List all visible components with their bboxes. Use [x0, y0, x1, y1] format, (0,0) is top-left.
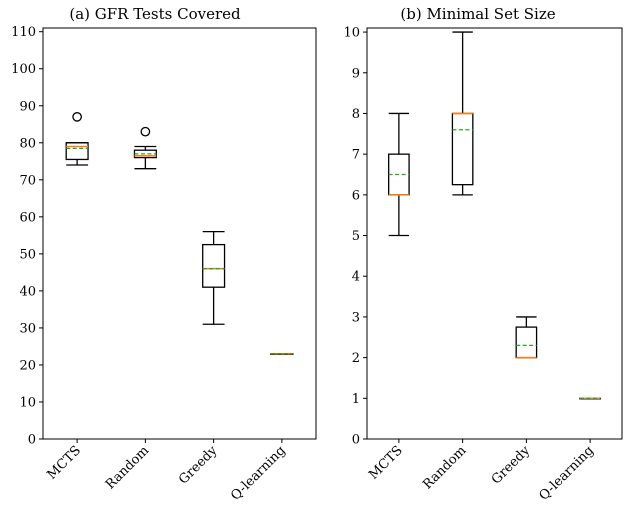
y-tick-label: 1 — [352, 392, 360, 407]
x-tick-label: Q-learning — [228, 443, 289, 504]
y-tick-label: 100 — [11, 62, 36, 77]
x-tick-label: Q-learning — [536, 443, 597, 504]
y-tick-label: 60 — [19, 210, 36, 225]
y-tick-label: 7 — [352, 148, 360, 163]
y-tick-label: 80 — [19, 136, 36, 151]
x-tick-label: MCTS — [44, 443, 83, 482]
outlier-point — [72, 112, 82, 122]
x-tick-label: Random — [103, 443, 152, 492]
box-body — [202, 243, 226, 288]
y-tick-label: 3 — [352, 310, 360, 325]
outlier-point — [140, 126, 151, 137]
plot-frame — [42, 27, 317, 440]
plot-frame — [366, 27, 623, 440]
chart-title: (a) GFR Tests Covered — [69, 5, 241, 23]
y-tick-label: 70 — [19, 173, 36, 188]
y-tick-label: 110 — [11, 25, 36, 40]
y-tick-label: 90 — [19, 99, 36, 114]
y-tick-label: 0 — [28, 433, 36, 448]
y-tick-label: 30 — [19, 321, 36, 336]
box-body — [515, 326, 538, 359]
x-tick-label: Greedy — [489, 443, 534, 488]
box-body — [451, 112, 474, 186]
x-tick-label: MCTS — [366, 443, 405, 482]
box-qlearning — [270, 353, 294, 355]
x-tick-label: Random — [420, 443, 469, 492]
y-tick-label: 10 — [19, 395, 36, 410]
y-tick-label: 6 — [352, 188, 360, 203]
box-body — [65, 142, 89, 161]
y-tick-label: 8 — [352, 107, 360, 122]
panel-gfr-tests-covered: (a) GFR Tests Covered 0 10 20 30 40 50 60 70 80 9… — [11, 5, 317, 504]
y-tick-label: 50 — [19, 247, 36, 262]
box-random — [451, 31, 474, 196]
y-tick-label: 9 — [352, 66, 360, 81]
y-tick-label: 20 — [19, 358, 36, 373]
box-mcts — [65, 112, 89, 166]
y-tick-label: 10 — [343, 26, 360, 41]
x-tick-label: Greedy — [176, 443, 221, 488]
chart-title: (b) Minimal Set Size — [400, 5, 555, 23]
box-greedy — [202, 230, 226, 325]
box-random — [133, 126, 157, 170]
y-tick-label: 0 — [352, 433, 360, 448]
y-tick-label: 5 — [352, 229, 360, 244]
y-tick-label: 2 — [352, 351, 360, 366]
panel-minimal-set-size: (b) Minimal Set Size 0 1 2 3 4 5 6 7 8 9 10 MCTS Ran… — [343, 5, 623, 504]
box-qlearning — [579, 397, 601, 400]
y-tick-label: 40 — [19, 284, 36, 299]
box-greedy — [515, 316, 538, 359]
y-tick-label: 4 — [352, 270, 360, 285]
box-mcts — [388, 112, 410, 237]
